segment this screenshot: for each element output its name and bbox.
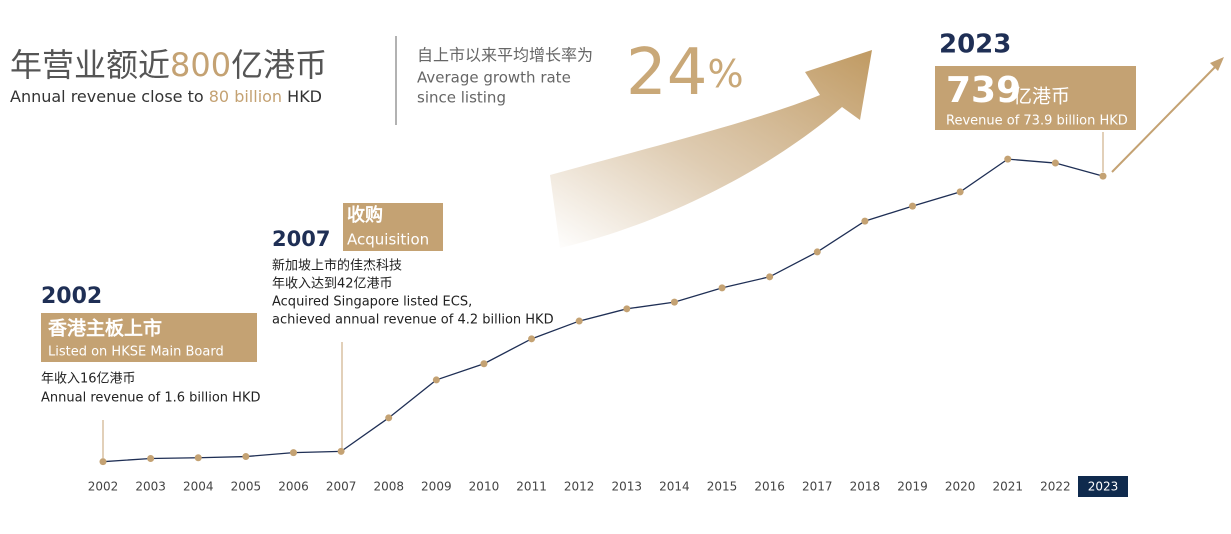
x-tick-label: 2017 [802,480,833,494]
x-tick-label: 2004 [183,480,214,494]
rate-unit: % [707,52,743,96]
title-zh: 年营业额近800亿港币 [10,46,327,84]
subtitle-en: since listing [417,89,506,107]
title-highlight: 800 [170,46,231,84]
annotation-subtitle: Revenue of 73.9 billion HKD [946,114,1128,129]
x-tick-label: 2018 [850,480,881,494]
rate-number: 24 [626,36,707,110]
data-point [575,317,583,325]
title-highlight: 80 billion [209,87,282,106]
data-point [718,284,726,292]
annotation-subtitle: Listed on HKSE Main Board [48,345,224,360]
x-tick-label: 2016 [754,480,785,494]
annotation-box [41,313,257,362]
data-point [528,335,536,343]
x-tick-label: 2019 [897,480,928,494]
data-point [956,188,964,196]
revenue-line [102,158,1104,463]
data-point [813,248,821,256]
subtitle-zh: 自上市以来平均增长率为 [417,46,593,65]
title-part: Annual revenue close to [10,87,204,106]
x-tick-label: 2022 [1040,480,1071,494]
data-point [1099,172,1107,180]
annotation-text: Acquired Singapore listed ECS, [272,295,472,310]
x-tick-label: 2005 [231,480,262,494]
data-point [1004,155,1012,163]
data-point [385,414,393,422]
title-part: 亿港币 [231,46,327,84]
data-point [909,202,917,210]
data-point [289,449,297,457]
annotation-box [935,66,1136,130]
annotation-text: 新加坡上市的佳杰科技 [272,258,402,274]
data-point [99,458,107,466]
annotation-unit: 亿港币 [1013,86,1070,108]
annotation-text: achieved annual revenue of 4.2 billion H… [272,313,554,328]
x-tick-label: 2003 [135,480,166,494]
annotation-subtitle: Acquisition [347,231,429,249]
x-tick-label: 2009 [421,480,452,494]
x-tick-label: 2012 [564,480,595,494]
x-tick-label: 2002 [88,480,119,494]
x-tick-label: 2013 [612,480,643,494]
annotation-title: 香港主板上市 [47,317,162,340]
x-tick-label: 2006 [278,480,309,494]
annotation-text: Annual revenue of 1.6 billion HKD [41,391,260,406]
annotation-year: 2002 [41,284,102,309]
data-point [337,447,345,455]
x-tick-label: 2011 [516,480,547,494]
data-point [147,455,155,463]
x-tick-label: 2010 [469,480,500,494]
trend-arrow [1111,63,1219,173]
data-point [861,217,869,225]
data-label: 739 [946,70,1021,111]
data-point [623,305,631,313]
subtitle-en: Average growth rate [417,69,571,87]
x-tick-label: 2023 [1088,480,1119,494]
annotation-year: 2023 [939,30,1011,60]
title-part: 年营业额近 [10,46,170,84]
title-en: Annual revenue close to 80 billion HKD [10,87,322,106]
growth-rate: 24% [626,36,744,110]
x-tick-label: 2014 [659,480,690,494]
x-tick-label: 2020 [945,480,976,494]
x-tick-label: 2008 [373,480,404,494]
annotation-title: 收购 [347,204,383,226]
x-tick-label: 2007 [326,480,357,494]
data-point [1051,159,1059,167]
data-point [432,376,440,384]
data-point [766,273,774,281]
title-part: HKD [287,87,322,106]
growth-arrow [550,50,872,248]
data-point [480,360,488,368]
data-point [242,453,250,461]
x-tick-label: 2015 [707,480,738,494]
trend-arrow-head [1210,57,1224,71]
annotation-year: 2007 [272,227,330,251]
x-tick-label: 2021 [992,480,1023,494]
annotation-box [343,203,443,251]
data-point [194,454,202,462]
highlight-box [1078,476,1128,497]
annotation-text: 年收入16亿港币 [41,372,136,387]
annotation-text: 年收入达到42亿港币 [272,277,393,292]
data-point [670,298,678,306]
